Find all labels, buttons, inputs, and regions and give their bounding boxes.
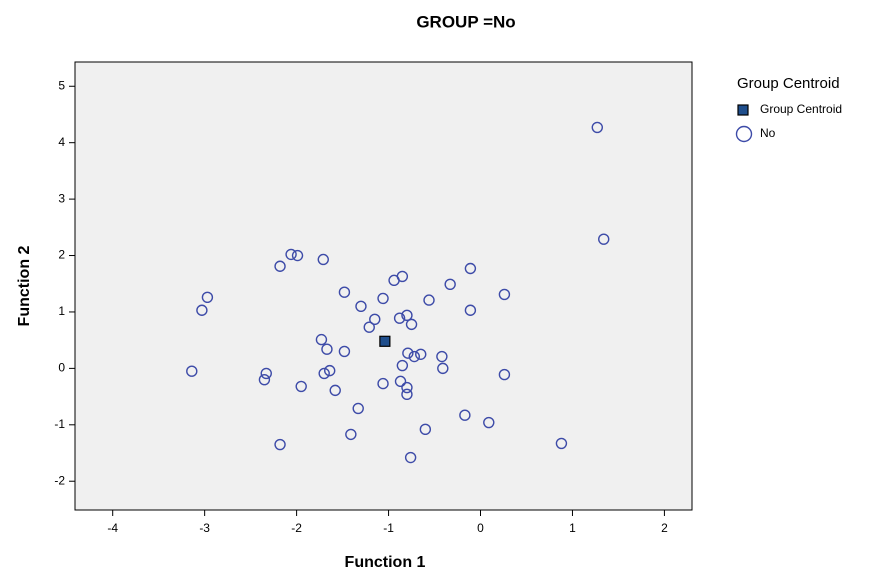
point xyxy=(345,428,357,441)
point xyxy=(260,367,272,380)
point xyxy=(393,312,406,324)
point xyxy=(459,409,471,421)
point xyxy=(377,292,389,305)
y-tick-label: 3 xyxy=(58,191,65,205)
y-axis-label: Function 2 xyxy=(16,245,33,326)
plot-area xyxy=(74,61,693,511)
x-axis-label: Function 1 xyxy=(345,554,426,571)
x-tick-label: -4 xyxy=(107,521,118,535)
point xyxy=(396,359,409,372)
legend-label: No xyxy=(760,126,776,140)
point xyxy=(404,451,417,464)
y-tick-label: 0 xyxy=(58,361,65,375)
point xyxy=(394,375,407,388)
x-tick-label: -3 xyxy=(199,521,210,535)
legend-swatch xyxy=(735,125,753,143)
point xyxy=(315,333,328,346)
point xyxy=(464,304,477,316)
point xyxy=(338,286,351,298)
point xyxy=(405,318,418,331)
point xyxy=(338,345,351,358)
point xyxy=(401,309,413,322)
point xyxy=(379,335,391,347)
point xyxy=(388,274,400,287)
point xyxy=(355,300,367,313)
chart-title: GROUP =No xyxy=(416,12,515,31)
point xyxy=(369,313,381,325)
point xyxy=(498,288,511,301)
legend-title: Group Centroid xyxy=(737,75,840,92)
x-tick-label: 0 xyxy=(477,521,484,535)
y-tick-label: 2 xyxy=(58,248,65,262)
point xyxy=(401,381,413,394)
point xyxy=(419,423,432,436)
point xyxy=(258,373,271,386)
legend-label: Group Centroid xyxy=(760,102,842,116)
point xyxy=(201,291,214,303)
point xyxy=(408,350,421,363)
point xyxy=(186,365,198,377)
point xyxy=(321,343,333,355)
point xyxy=(464,262,477,275)
point xyxy=(483,416,495,429)
point xyxy=(324,364,336,377)
point xyxy=(444,278,456,291)
point xyxy=(363,321,375,333)
point xyxy=(291,249,304,262)
point xyxy=(555,437,568,450)
point xyxy=(423,294,435,306)
x-tick-label: 1 xyxy=(569,521,576,535)
point xyxy=(274,260,286,272)
y-tick-label: -1 xyxy=(54,417,65,431)
y-tick-label: 4 xyxy=(58,135,65,149)
point xyxy=(318,367,330,380)
y-tick-label: -2 xyxy=(54,473,65,487)
point xyxy=(329,384,341,397)
x-tick-label: -2 xyxy=(291,521,302,535)
point xyxy=(352,402,364,415)
x-tick-label: 2 xyxy=(661,521,668,535)
point xyxy=(415,348,427,360)
point xyxy=(591,121,603,134)
point xyxy=(401,388,413,401)
point xyxy=(498,368,511,381)
point xyxy=(295,380,307,393)
x-tick-label: -1 xyxy=(383,521,394,535)
y-tick-label: 5 xyxy=(58,78,65,92)
point xyxy=(317,253,329,266)
point xyxy=(196,304,208,316)
point xyxy=(437,362,449,375)
point xyxy=(436,350,448,363)
point xyxy=(377,377,389,390)
point xyxy=(598,233,610,245)
point xyxy=(285,248,297,261)
y-tick-label: 1 xyxy=(58,304,65,318)
point xyxy=(402,347,414,359)
point xyxy=(274,438,286,451)
legend-swatch xyxy=(737,104,749,116)
